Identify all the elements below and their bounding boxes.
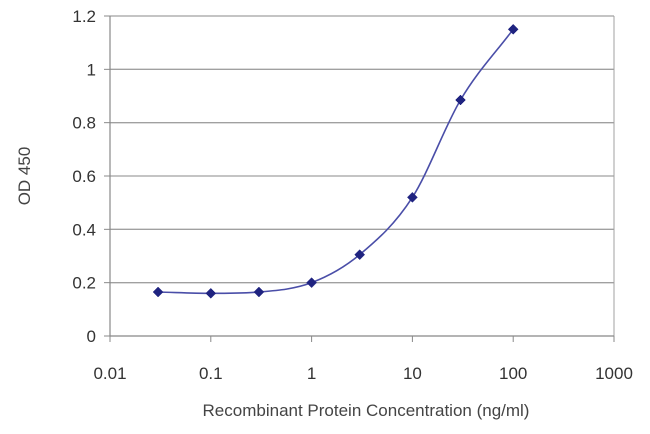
x-axis-title: Recombinant Protein Concentration (ng/ml…: [203, 401, 530, 420]
y-tick-label: 1: [87, 60, 96, 79]
y-tick-label: 0.2: [72, 274, 96, 293]
data-point: [306, 277, 317, 289]
x-tick-label: 0.1: [199, 364, 223, 383]
y-tick-label: 0.6: [72, 167, 96, 186]
x-tick-label: 1000: [595, 364, 633, 383]
grid-lines: [110, 15, 614, 284]
data-point: [152, 286, 164, 298]
data-point: [354, 249, 366, 261]
x-tick-label: 100: [499, 364, 527, 383]
data-point: [507, 23, 519, 35]
y-tick-label: 1.2: [72, 7, 96, 26]
y-axis-title: OD 450: [15, 147, 34, 206]
data-point: [455, 94, 466, 106]
data-point: [205, 287, 217, 299]
axes: [104, 15, 615, 342]
y-tick-label: 0.8: [72, 114, 96, 133]
x-tick-label: 1: [307, 364, 316, 383]
x-tick-label: 0.01: [93, 364, 126, 383]
data-point: [407, 191, 418, 203]
data-point: [253, 286, 265, 298]
x-tick-label: 10: [403, 364, 422, 383]
y-tick-labels: 0 0.2 0.4 0.6 0.8 1 1.2: [72, 7, 96, 346]
x-tick-labels: 0.01 0.1 1 10 100 1000: [93, 364, 632, 383]
series-layer: [152, 23, 519, 299]
y-tick-label: 0: [87, 327, 96, 346]
y-tick-label: 0.4: [72, 220, 96, 239]
